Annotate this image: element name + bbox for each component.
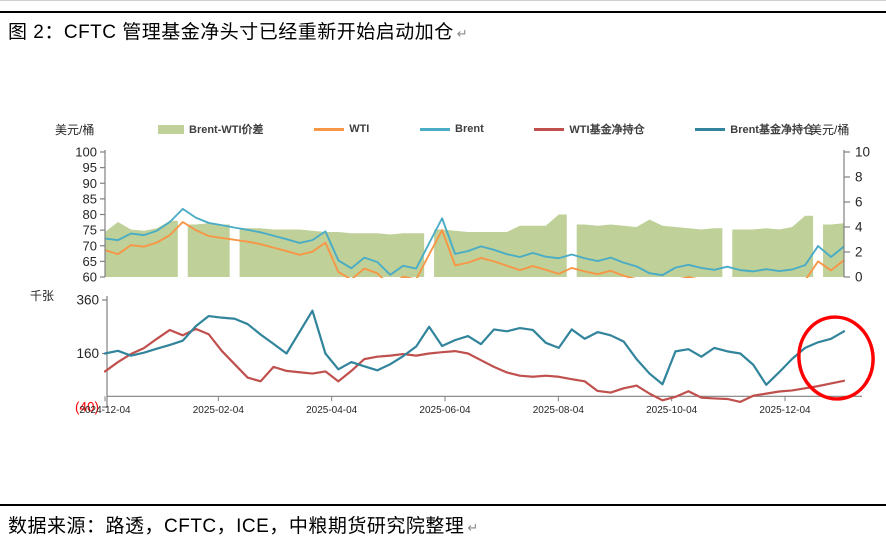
legend-item: Brent基金净持仓 — [695, 121, 814, 137]
legend-label: WTI基金净持仓 — [569, 124, 645, 136]
legend-line-swatch-icon — [695, 127, 726, 131]
legend-item: Brent — [420, 123, 484, 135]
axis-tick-label: 2025-12-04 — [759, 405, 811, 416]
axis-tick-label: 75 — [83, 223, 97, 238]
brent-wti-spread-area — [732, 215, 814, 277]
legend-label: WTI — [349, 123, 370, 135]
source-rule — [0, 504, 886, 506]
axis-tick-label: 65 — [83, 254, 97, 269]
paragraph-mark-icon: ↵ — [467, 520, 479, 535]
paragraph-mark-icon: ↵ — [456, 26, 469, 41]
axis-tick-label: 70 — [83, 238, 97, 253]
highlight-ellipse-annotation — [797, 315, 875, 401]
axis-tick-label: 2024-12-04 — [79, 405, 131, 416]
wti-line — [105, 221, 844, 278]
title-rule — [0, 11, 886, 13]
legend-item: WTI — [314, 123, 369, 135]
bottom-axis-unit-label: 千张 — [30, 289, 55, 303]
top-border-line — [0, 0, 886, 1]
legend-label: Brent — [455, 123, 484, 135]
brent-wti-spread-area — [239, 228, 425, 277]
axis-tick-label: 90 — [83, 176, 97, 191]
axis-tick-label: 2025-08-04 — [533, 405, 585, 416]
right-axis-unit-label: 美元/桶 — [810, 123, 850, 137]
data-source-text: 数据来源：路透，CFTC，ICE，中粮期货研究院整理 — [8, 516, 465, 537]
axis-tick-label: 0 — [855, 270, 863, 285]
axis-tick-label: 100 — [75, 145, 97, 160]
wti-net-position-line — [104, 327, 846, 404]
legend-label: Brent基金净持仓 — [730, 124, 814, 136]
axis-tick-label: 4 — [855, 220, 863, 235]
legend-item: WTI基金净持仓 — [534, 121, 645, 137]
legend-area-swatch-icon — [158, 124, 184, 134]
axis-tick-label: 360 — [76, 293, 99, 308]
legend-item: Brent-WTI价差 — [158, 121, 264, 137]
axis-tick-label: 2 — [855, 245, 863, 260]
axis-tick-label: 2025-06-04 — [419, 405, 471, 416]
legend-line-swatch-icon — [314, 127, 345, 131]
axis-tick-label: (40) — [75, 400, 99, 415]
axis-tick-label: 2025-10-04 — [646, 405, 698, 416]
brent-wti-spread-area — [434, 214, 567, 277]
axis-tick-label: 95 — [83, 160, 97, 175]
figure-title: 图 2：CFTC 管理基金净头寸已经重新开始启动加仓 ↵ — [8, 17, 468, 44]
axis-tick-label: 2025-04-04 — [306, 405, 358, 416]
brent-wti-spread-area — [105, 220, 178, 277]
left-axis-unit-label: 美元/桶 — [55, 123, 95, 137]
data-source-note: 数据来源：路透，CFTC，ICE，中粮期货研究院整理 ↵ — [8, 511, 479, 538]
axis-tick-label: 10 — [855, 145, 870, 160]
axis-tick-label: 6 — [855, 195, 863, 210]
axis-tick-label: 8 — [855, 170, 863, 185]
chart-legend: Brent-WTI价差 WTI Brent WTI基金净持仓 Brent基金净持仓 — [158, 120, 814, 138]
figure-title-text: 图 2：CFTC 管理基金净头寸已经重新开始启动加仓 — [8, 22, 454, 43]
brent-line — [105, 207, 844, 277]
brent-wti-spread-area — [576, 219, 723, 277]
brent-wti-spread-area — [187, 223, 230, 277]
legend-line-swatch-icon — [420, 127, 451, 131]
axis-tick-label: 85 — [83, 191, 97, 206]
axis-tick-label: 60 — [83, 270, 97, 285]
axis-tick-label: 2025-02-04 — [193, 405, 245, 416]
legend-line-swatch-icon — [534, 127, 565, 131]
axis-tick-label: 160 — [76, 346, 99, 361]
axis-tick-label: 80 — [83, 207, 97, 222]
brent-net-position-line — [104, 309, 846, 386]
legend-label: Brent-WTI价差 — [189, 124, 264, 136]
